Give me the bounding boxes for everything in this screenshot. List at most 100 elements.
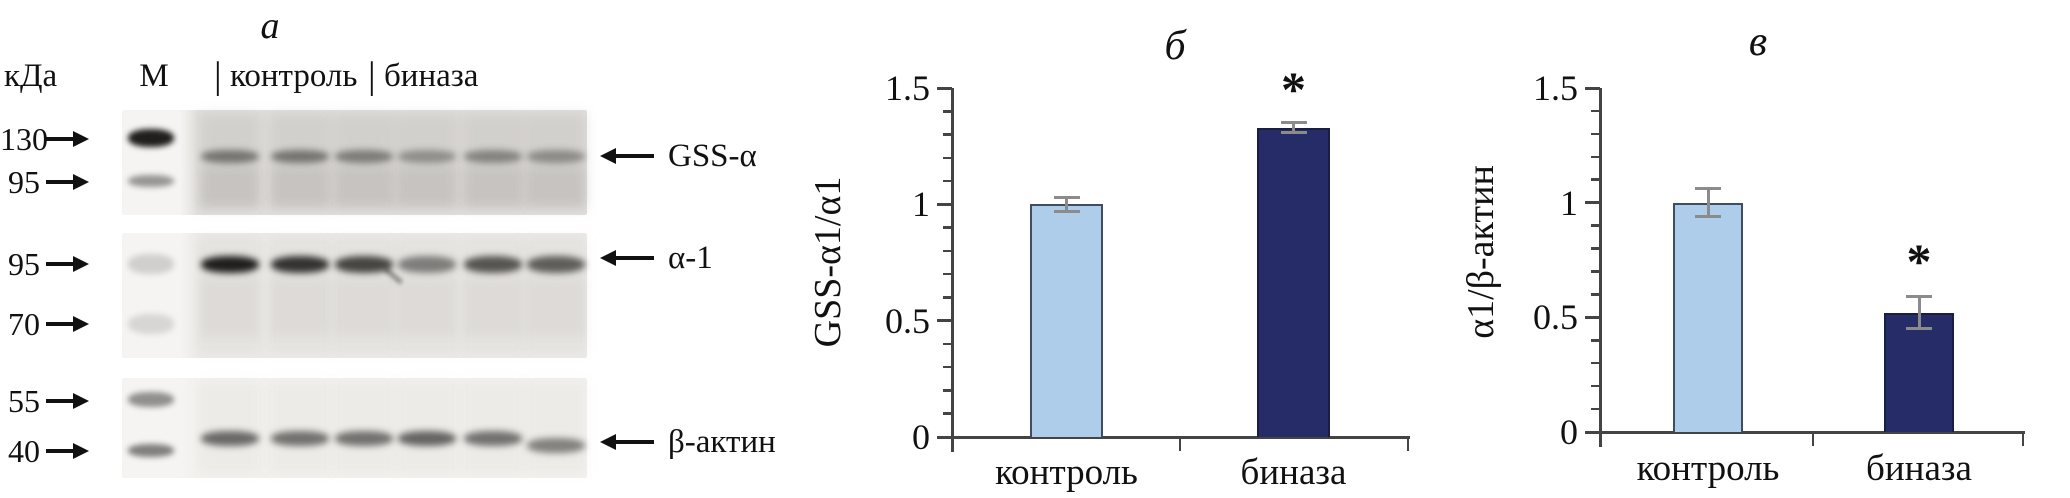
significance-star: * — [1281, 61, 1306, 117]
bar-control — [1030, 204, 1103, 437]
band-label: GSS-α — [668, 138, 757, 174]
blot-strip — [122, 233, 587, 358]
marker-label: 95 — [8, 164, 40, 200]
y-major-tick — [937, 319, 952, 323]
panel-a-label: а — [260, 5, 280, 47]
y-minor-tick — [1591, 247, 1600, 250]
x-tick — [1811, 432, 1815, 446]
y-minor-tick — [943, 226, 952, 229]
band-label: β-актин — [668, 424, 776, 460]
blot-lane-smear — [527, 279, 585, 335]
arrow-head — [73, 130, 89, 147]
marker-label: 70 — [8, 306, 40, 342]
y-minor-tick — [1591, 293, 1600, 296]
blot-lane — [525, 381, 587, 473]
blot-lane-smear — [464, 168, 522, 206]
marker-label: 130 — [0, 121, 48, 157]
bar-binase — [1884, 312, 1954, 432]
blot-band — [527, 150, 585, 163]
blot-band — [335, 256, 393, 273]
y-minor-tick — [1591, 178, 1600, 181]
y-minor-tick — [943, 412, 952, 415]
category-label: биназа — [1866, 448, 1972, 489]
blot-lane-smear — [271, 279, 329, 335]
blot-band — [464, 150, 522, 163]
kda-unit-label: кДа — [4, 58, 58, 94]
blot-lane — [396, 236, 458, 353]
y-minor-tick — [1591, 407, 1600, 411]
error-bar-cap — [1280, 130, 1307, 134]
y-minor-tick — [1591, 384, 1600, 388]
x-tick — [1178, 437, 1182, 451]
arrow-line — [615, 154, 654, 158]
error-bar — [1706, 188, 1710, 217]
y-minor-tick — [943, 296, 952, 299]
y-minor-tick — [943, 249, 952, 253]
error-bar-cap — [1695, 187, 1721, 191]
arrow-line — [46, 399, 74, 403]
marker-lane-band — [128, 254, 174, 274]
blot-band — [335, 150, 393, 163]
blot-lane-smear — [527, 168, 585, 206]
blot-lane — [462, 113, 524, 210]
y-minor-tick — [943, 156, 952, 160]
error-bar-cap — [1053, 209, 1080, 213]
blot-lane — [396, 381, 458, 473]
y-major-tick — [1585, 315, 1600, 319]
y-major-tick — [1585, 201, 1600, 205]
blot-band — [271, 150, 329, 163]
y-minor-tick — [943, 272, 952, 276]
y-minor-tick — [943, 389, 952, 392]
y-tick-label: 0 — [912, 417, 930, 457]
blot-lane — [396, 113, 458, 210]
blot-lane — [269, 381, 331, 473]
y-tick-label: 0.5 — [885, 300, 930, 341]
blot-lane-smear — [335, 168, 393, 206]
blot-band — [201, 431, 259, 446]
marker-label: 95 — [8, 246, 40, 282]
y-minor-tick — [1591, 155, 1600, 159]
y-minor-tick — [943, 110, 952, 113]
y-tick-label: 1 — [912, 184, 930, 225]
blot-lane-smear — [201, 168, 259, 206]
blot-lane — [199, 381, 261, 473]
lane-divider: | — [368, 55, 376, 97]
blot-band — [271, 256, 329, 273]
blot-band — [398, 431, 456, 446]
marker-lane-band — [128, 392, 174, 407]
category-label: контроль — [995, 452, 1138, 493]
y-minor-tick — [1591, 132, 1600, 136]
group-label-binase: биназа — [384, 58, 479, 94]
marker-lane-band — [128, 314, 174, 334]
arrow-line — [46, 449, 74, 453]
chart-title: б — [1164, 23, 1186, 69]
blot-band — [464, 256, 522, 273]
significance-star: * — [1906, 233, 1932, 289]
y-tick-label: 0.5 — [1533, 297, 1578, 338]
bar-binase — [1257, 127, 1330, 437]
y-major-tick — [937, 86, 952, 90]
blot-band — [527, 256, 585, 273]
x-tick — [1406, 437, 1410, 451]
marker-lane-band — [128, 444, 174, 457]
x-axis — [1598, 430, 2025, 434]
blot-lane — [333, 381, 395, 473]
marker-label: 40 — [8, 433, 40, 469]
blot-lane — [333, 236, 395, 353]
y-tick-label: 1.5 — [1533, 68, 1578, 108]
blot-lane-smear — [398, 168, 456, 206]
y-minor-tick — [1591, 270, 1600, 273]
y-minor-tick — [1591, 339, 1600, 342]
y-major-tick — [1585, 430, 1600, 434]
blot-lane-smear — [335, 279, 393, 335]
blot-lane — [333, 113, 395, 210]
arrow-line — [46, 137, 74, 141]
marker-lane-band — [128, 129, 174, 147]
arrow-head — [73, 173, 89, 190]
blot-band — [201, 150, 259, 163]
group-label-control: контроль — [230, 58, 358, 94]
blot-band — [201, 256, 259, 273]
blot-band — [271, 431, 329, 446]
y-axis — [1598, 88, 1602, 447]
arrow-line — [46, 180, 74, 184]
